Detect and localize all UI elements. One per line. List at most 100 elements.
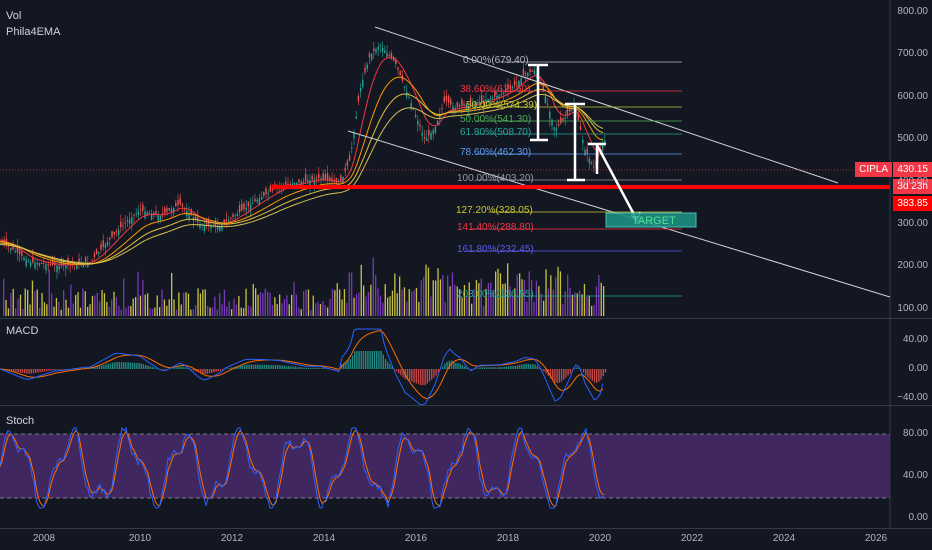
candle-body — [557, 123, 560, 126]
macd-histogram-bar — [228, 367, 230, 369]
candle-body — [465, 105, 467, 111]
macd-histogram-bar — [481, 367, 483, 369]
macd-pane[interactable]: MACD — [0, 319, 932, 405]
volume-bar — [60, 309, 62, 316]
fib-level-label: 100.00%(403.20) — [457, 173, 534, 184]
volume-bar — [17, 298, 19, 316]
time-axis-tick: 2026 — [864, 533, 888, 544]
macd-histogram-bar — [296, 366, 299, 369]
macd-histogram-bar — [457, 363, 459, 369]
candle-body — [210, 225, 212, 229]
volume-bar — [82, 288, 84, 316]
candle-body — [256, 199, 258, 202]
stochastic-chart[interactable] — [0, 406, 932, 528]
volume-bar — [286, 295, 288, 316]
volume-bar — [219, 293, 221, 316]
candle-body — [296, 182, 298, 187]
candle-body — [36, 262, 38, 265]
macd-histogram-bar — [39, 369, 41, 373]
candle-body — [18, 249, 21, 255]
volume-bar — [468, 282, 470, 316]
volume-bar — [43, 302, 46, 316]
volume-bar — [223, 289, 226, 316]
price-pane[interactable]: Vol Phila4EMA — [0, 0, 932, 318]
volume-bar — [552, 289, 554, 316]
candle-body — [403, 86, 406, 88]
macd-histogram-bar — [21, 369, 24, 373]
volume-bar — [283, 299, 286, 316]
candle-body — [485, 99, 487, 103]
pane-divider[interactable] — [0, 318, 932, 319]
volume-bar — [202, 289, 204, 316]
macd-histogram-bar — [61, 369, 63, 370]
candle-body — [58, 265, 60, 270]
macd-histogram-bar — [307, 367, 310, 369]
volume-bar — [497, 268, 499, 316]
macd-histogram-bar — [156, 368, 158, 369]
pane-divider[interactable] — [0, 405, 932, 406]
volume-bar — [375, 275, 377, 316]
stoch-pane[interactable]: Stoch — [0, 406, 932, 528]
volume-bar — [329, 298, 331, 316]
candle-body — [166, 208, 168, 212]
macd-histogram-bar — [57, 369, 59, 370]
macd-histogram-bar — [105, 364, 107, 369]
candle-body — [115, 231, 118, 233]
candle-body — [340, 175, 342, 183]
macd-histogram-bar — [376, 351, 378, 369]
macd-histogram-bar — [274, 365, 277, 369]
stoch-k-line — [0, 426, 605, 509]
price-axis-tick: 700.00 — [897, 48, 928, 60]
volume-bar — [377, 288, 379, 316]
macd-histogram-bar — [288, 366, 290, 369]
volume-bar — [3, 278, 5, 316]
candle-body — [571, 108, 573, 111]
volume-bar — [252, 283, 254, 316]
pattern-marker — [565, 102, 585, 182]
macd-histogram-bar — [349, 359, 351, 369]
candle-body — [432, 130, 434, 135]
candle-body — [351, 147, 353, 149]
macd-histogram-bar — [563, 369, 565, 380]
macd-histogram-bar — [455, 362, 457, 369]
macd-chart[interactable] — [0, 319, 932, 405]
candle-body — [23, 257, 25, 261]
macd-histogram-bar — [46, 369, 48, 372]
volume-bar — [132, 298, 134, 316]
candle-body — [439, 114, 441, 120]
candle-body — [384, 50, 386, 54]
macd-histogram-bar — [389, 364, 391, 369]
volume-bar — [346, 302, 348, 316]
volume-bar — [411, 291, 413, 316]
macd-histogram-bar — [523, 364, 525, 369]
macd-histogram-bar — [285, 365, 288, 369]
volume-bar — [425, 264, 427, 316]
macd-histogram-bar — [222, 369, 224, 370]
candle-body — [238, 205, 241, 213]
macd-histogram-bar — [109, 363, 112, 369]
candle-body — [577, 113, 580, 120]
price-chart[interactable] — [0, 0, 932, 318]
candle-body — [461, 99, 463, 107]
volume-bar — [315, 303, 317, 316]
macd-histogram-bar — [283, 365, 285, 369]
macd-axis-tick: 0.00 — [908, 363, 928, 374]
volume-bar — [427, 267, 430, 316]
macd-histogram-bar — [378, 351, 380, 369]
candle-body — [421, 132, 423, 137]
macd-histogram-bar — [52, 369, 54, 371]
macd-histogram-bar — [237, 366, 239, 369]
candle-body — [329, 177, 331, 181]
candle-body — [520, 78, 522, 85]
macd-histogram-bar — [437, 369, 439, 373]
candle-body — [373, 48, 375, 52]
fib-level-label: 141.40%(288.80) — [457, 222, 534, 233]
time-axis-tick: 2012 — [220, 533, 244, 544]
volume-bar — [123, 278, 125, 316]
volume-bar — [463, 285, 466, 316]
volume-bar — [5, 299, 7, 316]
candle-body — [32, 256, 34, 263]
candle-body — [472, 103, 474, 105]
macd-histogram-bar — [270, 364, 272, 369]
volume-bar — [271, 305, 274, 316]
